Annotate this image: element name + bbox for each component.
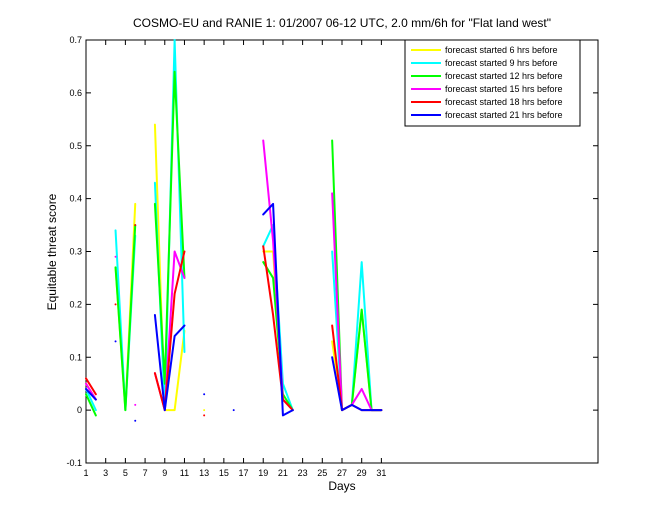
series-line [85,202,383,422]
y-tick-label: 0.7 [69,35,82,45]
series-line [85,70,383,417]
x-tick-label: 9 [162,468,167,478]
legend-label: forecast started 12 hrs before [445,71,563,81]
y-tick-label: 0.3 [69,247,82,257]
y-axis-label: Equitable threat score [45,193,59,310]
x-tick-label: 13 [199,468,209,478]
x-tick-label: 5 [123,468,128,478]
legend-label: forecast started 9 hrs before [445,58,558,68]
y-tick-label: 0.6 [69,88,82,98]
y-tick-label: 0.4 [69,194,82,204]
x-tick-label: 31 [376,468,386,478]
legend-label: forecast started 6 hrs before [445,45,558,55]
series-line [85,139,383,412]
x-tick-label: 21 [278,468,288,478]
x-tick-label: 15 [219,468,229,478]
series-line [85,224,383,417]
legend-label: forecast started 15 hrs before [445,84,563,94]
x-tick-label: 19 [258,468,268,478]
legend-label: forecast started 18 hrs before [445,97,563,107]
x-tick-label: 29 [357,468,367,478]
x-tick-label: 25 [317,468,327,478]
y-tick-label: 0.5 [69,141,82,151]
y-tick-label: 0 [77,405,82,415]
legend-label: forecast started 21 hrs before [445,110,563,120]
legend-box [404,39,581,127]
x-tick-label: 1 [83,468,88,478]
x-tick-label: 7 [143,468,148,478]
x-tick-label: 3 [103,468,108,478]
y-tick-label: -0.1 [66,458,82,468]
x-tick-label: 11 [180,468,189,478]
x-tick-label: 17 [239,468,249,478]
y-tick-label: 0.1 [69,352,82,362]
x-tick-label: 23 [298,468,308,478]
y-tick-label: 0.2 [69,299,82,309]
x-axis-label: Days [328,479,355,493]
x-tick-label: 27 [337,468,347,478]
chart-title: COSMO-EU and RANIE 1: 01/2007 06-12 UTC,… [133,16,551,30]
